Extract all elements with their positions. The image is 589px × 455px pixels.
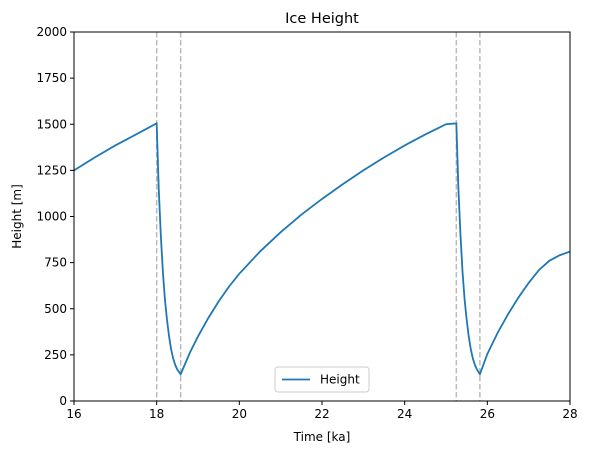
chart-title: Ice Height — [285, 11, 359, 27]
legend: Height — [274, 366, 370, 393]
y-tick-label: 1250 — [36, 163, 67, 177]
x-axis-ticks: 16 18 20 22 24 26 28 — [66, 401, 578, 421]
x-tick-label: 28 — [562, 407, 577, 421]
y-tick-label: 500 — [44, 302, 67, 316]
x-tick-label: 26 — [480, 407, 495, 421]
x-tick-label: 22 — [314, 407, 329, 421]
y-tick-label: 1500 — [36, 117, 67, 131]
legend-label-height: Height — [320, 373, 360, 387]
y-axis-label: Height [m] — [10, 184, 24, 249]
x-tick-label: 16 — [66, 407, 81, 421]
y-tick-label: 1750 — [36, 71, 67, 85]
x-axis-label: Time [ka] — [293, 430, 351, 444]
vertical-marker-lines — [155, 32, 481, 401]
y-axis-ticks: 0 250 500 750 1000 1250 1500 1750 2000 — [36, 25, 74, 408]
legend-box — [274, 366, 370, 393]
x-tick-label: 24 — [397, 407, 412, 421]
y-tick-label: 250 — [44, 348, 67, 362]
y-tick-label: 2000 — [36, 25, 67, 39]
series-line-height — [73, 121, 571, 377]
y-tick-label: 1000 — [36, 210, 67, 224]
y-tick-label: 0 — [59, 394, 67, 408]
y-tick-label: 750 — [44, 256, 67, 270]
x-tick-label: 20 — [232, 407, 247, 421]
x-tick-label: 18 — [149, 407, 164, 421]
